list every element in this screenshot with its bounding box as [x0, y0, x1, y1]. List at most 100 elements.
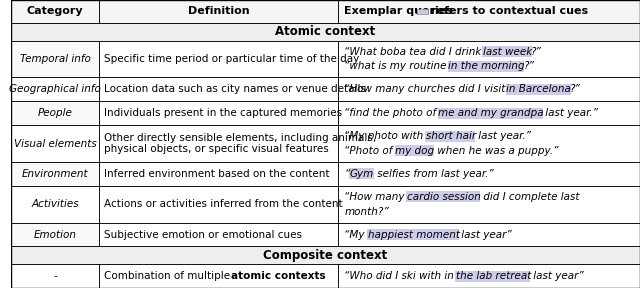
Bar — [12, 23, 640, 41]
Text: Individuals present in the captured memories: Individuals present in the captured memo… — [104, 108, 342, 118]
Bar — [482, 46, 532, 57]
Text: my dog: my dog — [395, 146, 435, 156]
Bar — [12, 223, 99, 247]
Bar — [12, 162, 99, 186]
Text: the lab retreat: the lab retreat — [456, 271, 531, 281]
Text: ?”: ?” — [570, 84, 581, 94]
Bar — [338, 162, 640, 186]
Bar — [338, 264, 640, 288]
Bar — [99, 162, 338, 186]
Bar — [338, 0, 640, 23]
Text: selfies from last year.”: selfies from last year.” — [374, 169, 493, 179]
Bar — [12, 186, 99, 223]
Bar — [338, 41, 640, 77]
Text: Environment: Environment — [22, 169, 88, 179]
Bar — [12, 247, 640, 264]
Bar — [12, 0, 99, 23]
Text: me and my grandpa: me and my grandpa — [438, 108, 544, 118]
Text: in Barcelona: in Barcelona — [506, 84, 571, 94]
Text: refers to contextual cues: refers to contextual cues — [431, 7, 588, 16]
Bar — [12, 264, 99, 288]
Text: Inferred environment based on the content: Inferred environment based on the conten… — [104, 169, 330, 179]
Bar — [367, 229, 459, 240]
Bar — [338, 223, 640, 247]
Bar — [99, 0, 338, 23]
Bar — [417, 9, 428, 14]
Text: Atomic context: Atomic context — [275, 25, 376, 38]
Bar — [338, 264, 640, 288]
Bar — [99, 77, 338, 101]
Bar — [448, 61, 524, 72]
Bar — [338, 101, 640, 125]
Bar — [425, 131, 476, 142]
Bar — [99, 223, 338, 247]
Bar — [99, 264, 338, 288]
Text: Location data such as city names or venue details: Location data such as city names or venu… — [104, 84, 366, 94]
Bar — [338, 101, 640, 125]
Bar — [338, 162, 640, 186]
Bar — [12, 101, 99, 125]
Bar — [12, 101, 99, 125]
Text: month?”: month?” — [344, 206, 389, 217]
Text: “: “ — [344, 169, 350, 179]
Text: Category: Category — [27, 7, 84, 16]
Text: happiest moment: happiest moment — [368, 230, 460, 240]
Text: cardio session: cardio session — [407, 192, 481, 202]
Text: “How many: “How many — [344, 192, 408, 202]
Text: last year”: last year” — [530, 271, 584, 281]
Bar — [12, 162, 99, 186]
Bar — [338, 0, 640, 23]
Bar — [99, 77, 338, 101]
Text: short hair: short hair — [426, 131, 476, 141]
Bar — [12, 247, 640, 264]
Bar — [12, 264, 99, 288]
Text: when he was a puppy.”: when he was a puppy.” — [434, 146, 558, 156]
Bar — [99, 223, 338, 247]
Bar — [338, 77, 640, 101]
Text: Activities: Activities — [31, 199, 79, 209]
Bar — [99, 41, 338, 77]
Bar — [99, 125, 338, 162]
Bar — [12, 186, 99, 223]
Bar — [12, 0, 99, 23]
Text: Definition: Definition — [188, 7, 250, 16]
Text: Visual elements: Visual elements — [14, 139, 97, 149]
Text: “Who did I ski with in: “Who did I ski with in — [344, 271, 458, 281]
Bar — [12, 77, 99, 101]
Text: last year”: last year” — [458, 230, 512, 240]
Bar — [99, 101, 338, 125]
Bar — [338, 186, 640, 223]
Text: did I complete last: did I complete last — [480, 192, 579, 202]
Bar — [12, 223, 99, 247]
Text: Actions or activities inferred from the content: Actions or activities inferred from the … — [104, 199, 343, 209]
Text: Emotion: Emotion — [34, 230, 77, 240]
Text: Exemplar queries: Exemplar queries — [344, 7, 457, 16]
Text: “Photo of: “Photo of — [344, 146, 396, 156]
Text: Composite context: Composite context — [264, 249, 388, 262]
Text: Subjective emotion or emotional cues: Subjective emotion or emotional cues — [104, 230, 302, 240]
Text: last year.”: last year.” — [542, 108, 598, 118]
Bar — [506, 84, 571, 95]
Text: Temporal info: Temporal info — [20, 54, 91, 64]
Bar — [99, 101, 338, 125]
Text: “What boba tea did I drink: “What boba tea did I drink — [344, 47, 485, 56]
Bar — [99, 41, 338, 77]
Bar — [99, 186, 338, 223]
Text: -: - — [53, 271, 57, 281]
Bar — [12, 125, 99, 162]
Text: “what is my routine: “what is my routine — [344, 61, 450, 71]
Text: “How many churches did I visit: “How many churches did I visit — [344, 84, 509, 94]
Bar — [395, 145, 435, 156]
Bar — [338, 186, 640, 223]
Text: atomic contexts: atomic contexts — [232, 271, 326, 281]
Text: “My: “My — [344, 230, 368, 240]
Text: “find the photo of: “find the photo of — [344, 108, 440, 118]
Bar — [406, 191, 480, 202]
Text: Geographical info: Geographical info — [10, 84, 101, 94]
Bar — [438, 108, 543, 119]
Bar — [338, 125, 640, 162]
Bar — [12, 125, 99, 162]
Text: Other directly sensible elements, including animals,
physical objects, or specif: Other directly sensible elements, includ… — [104, 133, 376, 154]
Text: last year.”: last year.” — [475, 131, 531, 141]
Bar — [455, 270, 531, 282]
